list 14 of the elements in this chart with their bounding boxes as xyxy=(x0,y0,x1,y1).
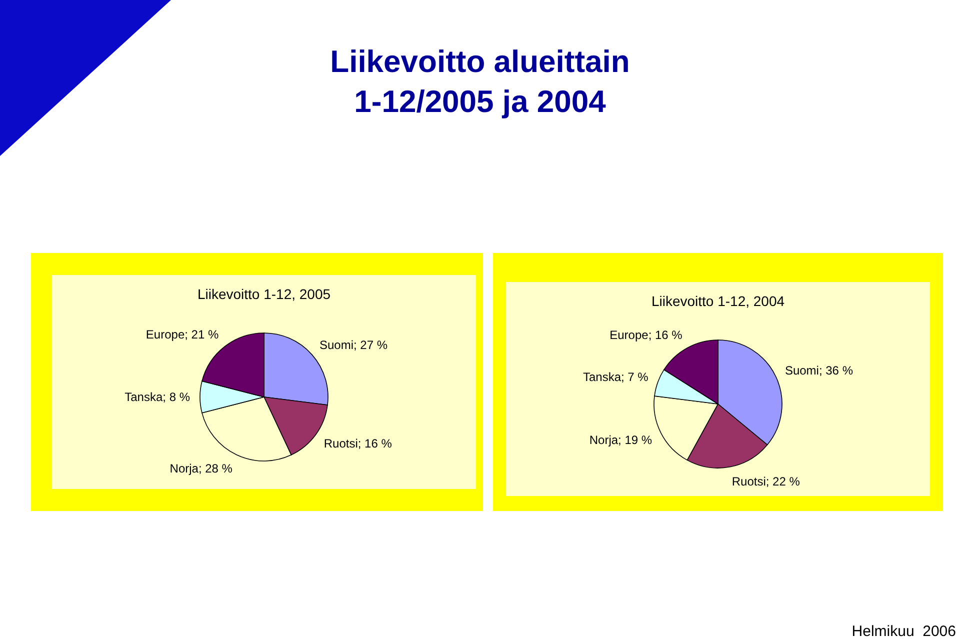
slice-label: Suomi; 36 % xyxy=(784,363,854,378)
chart-title: Liikevoitto 1-12, 2004 xyxy=(651,293,785,309)
slice-label: Norja; 19 % xyxy=(589,432,652,447)
text: Helmikuu 2006 xyxy=(852,623,956,639)
slice-label: Norja; 28 % xyxy=(170,461,233,476)
slice-label: Suomi; 27 % xyxy=(320,338,388,352)
slice-label: Tanska; 8 % xyxy=(124,390,190,404)
slice-label: Europe; 16 % xyxy=(610,328,683,342)
slice-label: Ruotsi; 22 % xyxy=(732,474,800,489)
slice-label: Ruotsi; 16 % xyxy=(324,436,392,450)
chart-title: Liikevoitto 1-12, 2005 xyxy=(197,286,331,302)
text: Liikevoitto alueittain 1-12/2005 ja 2004 xyxy=(330,44,630,119)
slice-label: Tanska; 7 % xyxy=(583,370,649,384)
slice-label: Europe; 21 % xyxy=(146,328,219,342)
